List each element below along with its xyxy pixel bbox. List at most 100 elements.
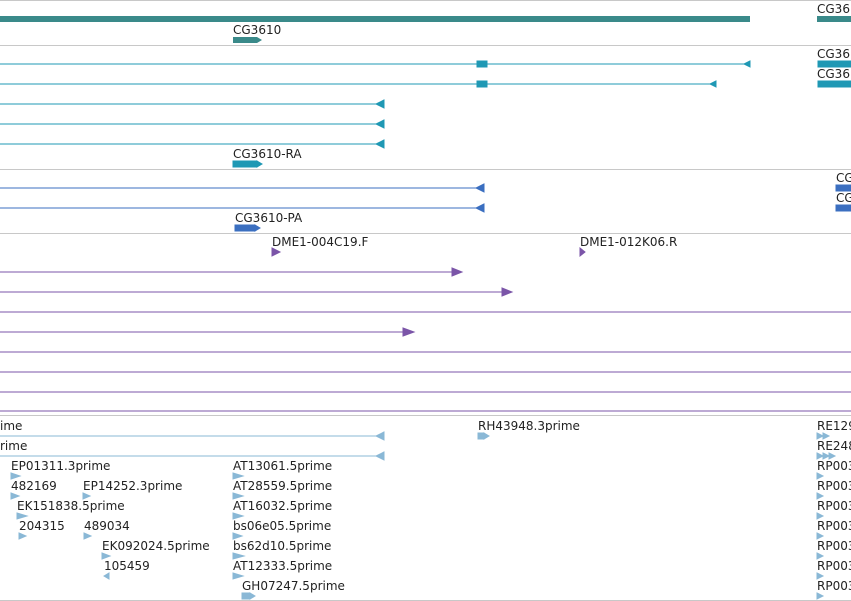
est-label: RP003 <box>817 499 851 513</box>
transcript-label: CG36 <box>817 47 850 61</box>
gene-label-cg36: CG36 <box>817 2 850 16</box>
est-feature[interactable] <box>816 592 825 600</box>
transcript-label-cg3610-ra: CG3610-RA <box>233 147 302 161</box>
gene-bar-right[interactable] <box>817 16 851 22</box>
est-label: 204315 <box>19 519 65 533</box>
est-feature[interactable] <box>83 532 93 540</box>
est-feature[interactable] <box>822 432 831 440</box>
exon-cluster[interactable] <box>835 204 851 212</box>
est-label: AT13061.5prime <box>233 459 333 473</box>
strand-arrow <box>501 287 514 297</box>
est-feature[interactable] <box>816 432 825 440</box>
est-label: EK151838.5prime <box>17 499 125 513</box>
est-label: AT16032.5prime <box>233 499 333 513</box>
est-label: EP14252.3prime <box>83 479 183 493</box>
est-feature[interactable] <box>816 532 825 540</box>
exon[interactable] <box>476 80 488 88</box>
transcript-label: CG36 <box>817 67 850 81</box>
est-feature[interactable] <box>232 492 245 500</box>
est-feature[interactable] <box>232 572 245 580</box>
est-feature[interactable] <box>10 492 21 500</box>
est-feature[interactable] <box>822 452 831 460</box>
est-label: EP01311.3prime <box>11 459 111 473</box>
est-feature[interactable] <box>101 552 112 560</box>
est-label: RH43948.3prime <box>478 419 580 433</box>
gene-bar[interactable] <box>0 16 750 22</box>
strand-arrow <box>257 37 262 43</box>
exon[interactable] <box>476 60 488 68</box>
strand-arrow <box>708 80 717 88</box>
est-feature[interactable] <box>579 246 586 258</box>
exon-cluster[interactable] <box>835 184 851 192</box>
est-label: rime <box>0 439 28 453</box>
track-separator <box>0 45 851 46</box>
est-label: 489034 <box>84 519 130 533</box>
strand-arrow <box>374 99 385 109</box>
strand-arrow <box>374 139 385 149</box>
est-feature[interactable] <box>82 492 92 500</box>
est-feature[interactable] <box>816 492 825 500</box>
est-label: EK092024.5prime <box>102 539 210 553</box>
track-separator <box>0 233 851 234</box>
strand-arrow <box>256 160 263 168</box>
est-label: ime <box>0 419 23 433</box>
est-feature[interactable] <box>816 572 825 580</box>
est-label-dme1-004c19: DME1-004C19.F <box>272 235 369 249</box>
track-separator <box>0 169 851 170</box>
est-label: RP003 <box>817 559 851 573</box>
est-feature[interactable] <box>816 512 825 520</box>
est-feature[interactable] <box>16 512 29 520</box>
est-feature[interactable] <box>232 552 246 560</box>
est-feature[interactable] <box>103 572 110 580</box>
est-label: RP003 <box>817 579 851 593</box>
est-label: GH07247.5prime <box>242 579 345 593</box>
est-feature[interactable] <box>816 552 825 560</box>
gene-label-cg3610: CG3610 <box>233 23 282 37</box>
strand-arrow <box>451 267 464 277</box>
est-feature[interactable] <box>10 472 22 480</box>
est-label: bs06e05.5prime <box>233 519 332 533</box>
est-label: AT28559.5prime <box>233 479 333 493</box>
est-feature[interactable] <box>816 472 825 480</box>
strand-arrow <box>474 203 485 213</box>
strand-arrow <box>474 183 485 193</box>
est-feature[interactable] <box>232 472 245 480</box>
est-feature[interactable] <box>232 532 244 540</box>
strand-arrow <box>374 451 385 461</box>
est-label: AT12333.5prime <box>233 559 333 573</box>
protein-label: CG <box>836 191 851 205</box>
strand-arrow <box>483 432 490 440</box>
strand-arrow <box>402 327 416 337</box>
strand-arrow <box>374 119 385 129</box>
est-label: RE248 <box>817 439 851 453</box>
est-feature[interactable] <box>232 512 245 520</box>
strand-arrow <box>254 224 261 232</box>
protein-label: CG <box>836 171 851 185</box>
strand-arrow <box>374 431 385 441</box>
est-label: RP003 <box>817 539 851 553</box>
est-feature[interactable] <box>477 432 485 440</box>
strand-arrow <box>249 592 256 600</box>
track-separator <box>0 0 851 1</box>
exon-cluster[interactable] <box>817 60 851 68</box>
est-label: bs62d10.5prime <box>233 539 332 553</box>
est-feature[interactable] <box>828 452 837 460</box>
est-label: RP003 <box>817 519 851 533</box>
track-separator <box>0 415 851 416</box>
est-feature[interactable] <box>18 532 28 540</box>
gene-feature[interactable] <box>233 37 257 43</box>
est-label-dme1-012k06: DME1-012K06.R <box>580 235 678 249</box>
est-feature[interactable] <box>271 247 282 257</box>
est-label: 482169 <box>11 479 57 493</box>
est-feature[interactable] <box>816 452 825 460</box>
est-feature[interactable] <box>241 592 251 600</box>
exon-cluster[interactable] <box>817 80 851 88</box>
est-label: 105459 <box>104 559 150 573</box>
protein-label-cg3610-pa: CG3610-PA <box>235 211 303 225</box>
